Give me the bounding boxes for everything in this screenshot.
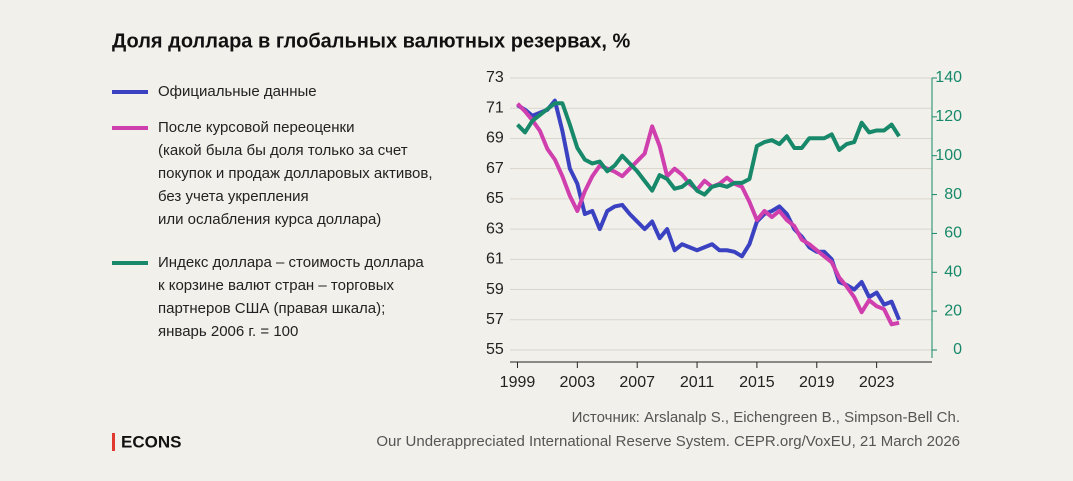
x-tick-label: 2023 [859,374,895,391]
y-tick-label: 67 [486,160,504,177]
y-tick-label: 61 [486,251,504,268]
logo: ECONS [121,432,181,451]
x-tick-label: 2007 [619,374,655,391]
x-tick-label: 2011 [680,374,715,391]
y2-tick-label: 140 [935,69,962,86]
legend-label: Официальные данные [158,83,317,100]
source: Our Underappreciated International Reser… [376,433,960,450]
y2-tick-label: 80 [944,186,962,203]
legend-entry: После курсовой переоценки (какой была бы… [112,116,472,231]
legend-entry: Индекс доллара – стоимость доллара к кор… [112,251,472,343]
y-tick-label: 57 [486,311,504,328]
legend-entry: Официальные данные [112,80,472,103]
legend-label: После курсовой переоценки (какой была бы… [158,119,433,228]
source: Источник: Arslanalp S., Eichengreen B., … [572,409,960,426]
y-tick-label: 71 [486,99,504,116]
line-series [516,102,900,327]
y-tick-label: 65 [486,190,504,207]
line-series [516,101,901,197]
x-tick-label: 2019 [799,374,835,391]
legend-swatch [112,90,148,94]
y-tick-label: 59 [486,281,504,298]
legend-swatch [112,126,148,130]
y-tick-label: 69 [486,130,504,147]
y2-tick-label: 60 [944,225,962,242]
logo-bar [112,433,115,451]
y2-tick-label: 40 [944,264,962,281]
y2-tick-label: 120 [935,108,962,125]
x-tick-label: 2015 [739,374,775,391]
y-tick-label: 63 [486,220,504,237]
legend-swatch [112,261,148,265]
y2-tick-label: 0 [953,341,962,358]
chart-title: Доля доллара в глобальных валютных резер… [112,30,630,52]
legend-label: Индекс доллара – стоимость доллара к кор… [158,254,424,340]
x-tick-label: 2003 [560,374,596,391]
y-tick-label: 55 [486,341,504,358]
y-tick-label: 73 [486,69,504,86]
x-tick-label: 1999 [500,374,536,391]
y2-tick-label: 100 [935,147,962,164]
y2-tick-label: 20 [944,302,962,319]
